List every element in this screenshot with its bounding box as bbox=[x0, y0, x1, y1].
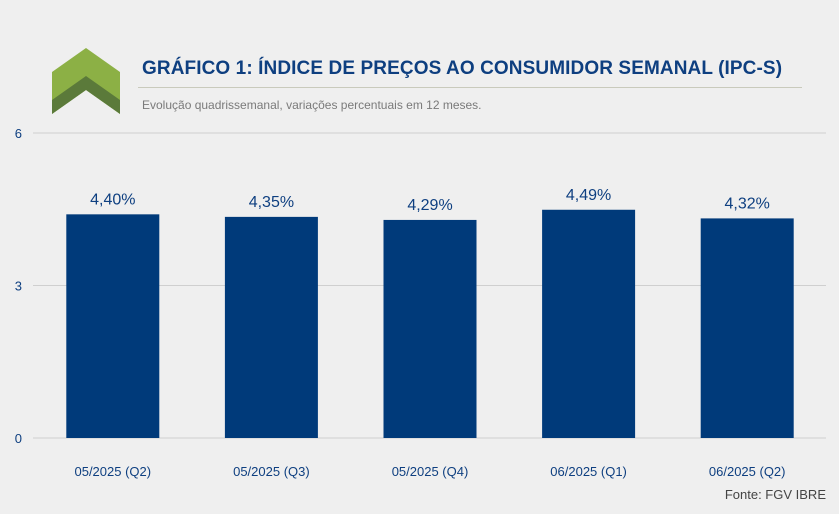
chart-title: GRÁFICO 1: ÍNDICE DE PREÇOS AO CONSUMIDO… bbox=[142, 58, 783, 79]
data-label: 4,29% bbox=[407, 197, 452, 214]
bar bbox=[224, 216, 318, 438]
bar bbox=[66, 214, 160, 438]
bar bbox=[383, 219, 477, 438]
data-label: 4,32% bbox=[725, 195, 770, 212]
y-tick-label: 3 bbox=[15, 279, 22, 294]
x-tick-label: 06/2025 (Q1) bbox=[550, 464, 627, 479]
x-tick-label: 05/2025 (Q4) bbox=[392, 464, 469, 479]
x-tick-label: 05/2025 (Q2) bbox=[74, 464, 151, 479]
title-divider bbox=[138, 87, 802, 88]
data-label: 4,49% bbox=[566, 187, 611, 204]
data-label: 4,35% bbox=[249, 194, 294, 211]
x-tick-label: 06/2025 (Q2) bbox=[709, 464, 786, 479]
double-chevron-up-icon bbox=[52, 48, 120, 114]
chart-subtitle: Evolução quadrissemanal, variações perce… bbox=[142, 98, 482, 112]
data-label: 4,40% bbox=[90, 191, 135, 208]
x-tick-label: 05/2025 (Q3) bbox=[233, 464, 310, 479]
y-tick-label: 6 bbox=[15, 126, 22, 141]
bar bbox=[542, 209, 636, 438]
source-note: Fonte: FGV IBRE bbox=[724, 487, 826, 502]
y-tick-label: 0 bbox=[15, 431, 22, 446]
bar bbox=[700, 218, 794, 438]
